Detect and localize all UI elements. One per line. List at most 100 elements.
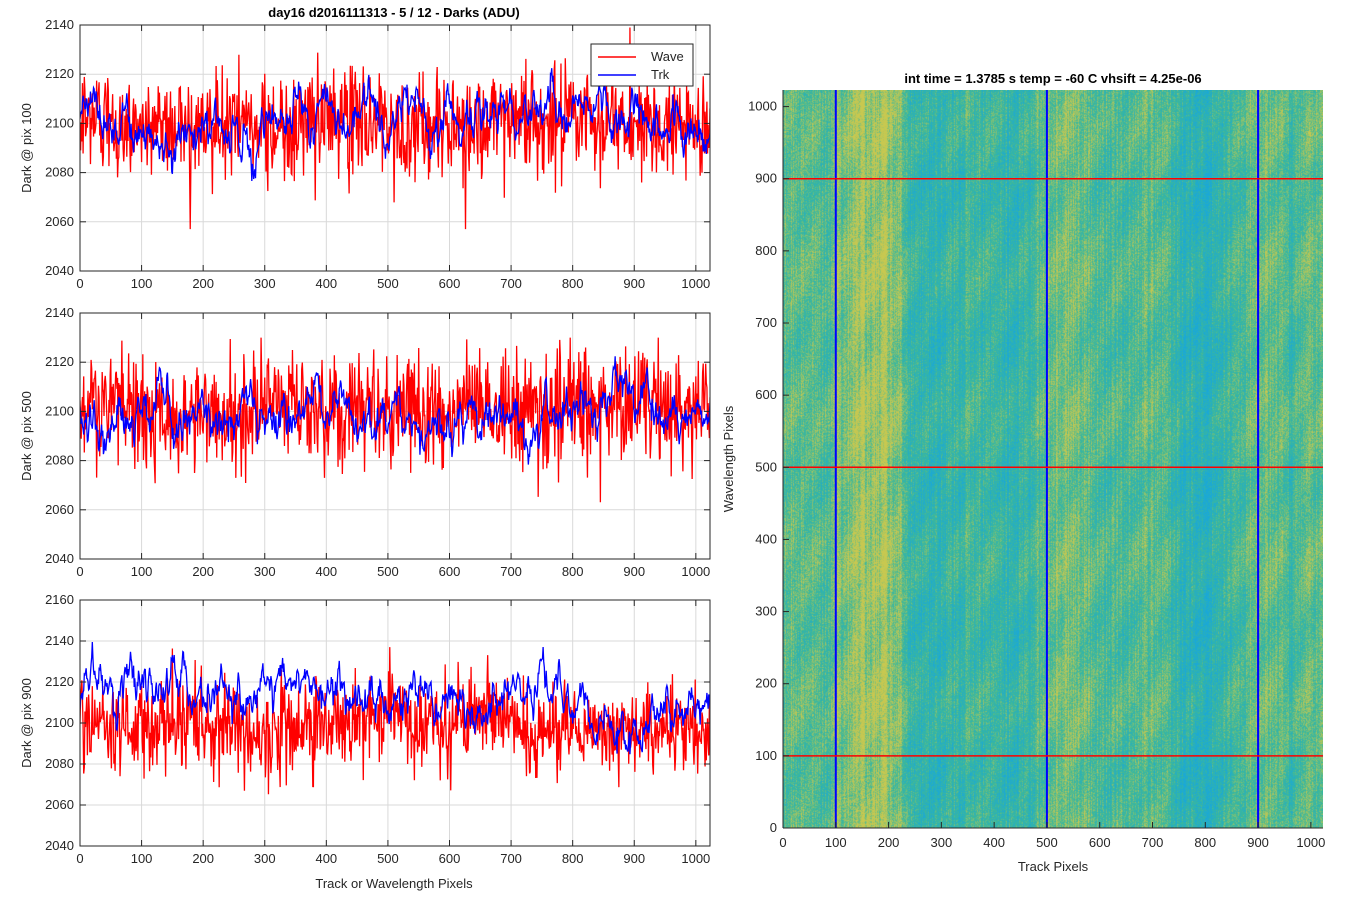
pix-900-xtick-label: 100 [131,851,153,866]
pix-900-ytick-label: 2040 [45,838,74,853]
heatmap-ytick-label: 300 [755,604,777,619]
heatmap-xtick-label: 300 [931,835,953,850]
pix-900-xtick-label: 1000 [681,851,710,866]
pix-100-xtick-label: 400 [315,276,337,291]
pix-900-ytick-label: 2140 [45,633,74,648]
pix-500-xtick-label: 200 [192,564,214,579]
pix-100-ytick-label: 2040 [45,263,74,278]
pix-500-axes-background [80,313,710,559]
pix-500-ytick-label: 2080 [45,453,74,468]
heatmap-xtick-label: 200 [878,835,900,850]
pix-500-xtick-label: 900 [623,564,645,579]
pix-500-ytick-label: 2040 [45,551,74,566]
heatmap-x-axis-label: Track Pixels [1018,859,1089,874]
pix-900-ytick-label: 2120 [45,674,74,689]
left-x-axis-label: Track or Wavelength Pixels [315,876,473,891]
pix-100-xtick-label: 700 [500,276,522,291]
pix-500-xtick-label: 500 [377,564,399,579]
pix-900-ytick-label: 2060 [45,797,74,812]
heatmap-ytick-label: 400 [755,531,777,546]
heatmap-y-axis-label: Wavelength Pixels [721,405,736,512]
plot-pix-500: 0 100 200 300 400 500 600 700 800 900 1000 2040 2060… [19,305,711,579]
heatmap-title: int time = 1.3785 s temp = -60 C vhsift … [904,71,1201,86]
pix-500-y-axis-label: Dark @ pix 500 [19,391,34,481]
heatmap-ytick-label: 800 [755,243,777,258]
heatmap-xtick-label: 400 [983,835,1005,850]
pix-100-xtick-label: 1000 [681,276,710,291]
heatmap-xtick-label: 1000 [1296,835,1325,850]
pix-100-ytick-label: 2060 [45,214,74,229]
pix-900-xtick-label: 800 [562,851,584,866]
pix-900-xtick-label: 500 [377,851,399,866]
heatmap-image-frame [783,90,1323,828]
heatmap-ytick-label: 700 [755,315,777,330]
plot-pix-900: 0 100 200 300 400 500 600 700 800 900 1000 2040 2060… [19,592,711,866]
legend-trk-label: Trk [651,67,670,82]
pix-100-series-trk [80,68,710,181]
pix-500-ytick-label: 2140 [45,305,74,320]
pix-500-xtick-label: 800 [562,564,584,579]
pix-500-ytick-label: 2120 [45,354,74,369]
pix-900-xtick-label: 300 [254,851,276,866]
pix-900-xtick-label: 200 [192,851,214,866]
pix-900-xtick-label: 700 [500,851,522,866]
pix-500-ytick-label: 2060 [45,502,74,517]
pix-900-ytick-label: 2160 [45,592,74,607]
figure-title: day16 d2016111313 - 5 / 12 - Darks (ADU) [268,5,519,20]
pix-900-series-trk [80,641,710,755]
heatmap-xtick-label: 900 [1247,835,1269,850]
pix-100-xtick-label: 800 [562,276,584,291]
legend: Wave Trk [590,43,694,87]
pix-500-xtick-label: 300 [254,564,276,579]
pix-100-ytick-label: 2140 [45,17,74,32]
pix-100-series-wave [80,27,710,230]
pix-500-xtick-label: 0 [76,564,83,579]
pix-100-xtick-label: 500 [377,276,399,291]
pix-500-series-trk [80,356,710,465]
pix-500-xtick-label: 700 [500,564,522,579]
pix-900-xtick-label: 900 [623,851,645,866]
pix-900-ytick-label: 2100 [45,715,74,730]
pix-500-xtick-label: 1000 [681,564,710,579]
heatmap-ytick-label: 500 [755,459,777,474]
pix-500-xtick-label: 100 [131,564,153,579]
pix-100-ytick-label: 2100 [45,115,74,130]
legend-wave-label: Wave [651,49,684,64]
pix-500-xtick-label: 400 [315,564,337,579]
pix-900-ytick-label: 2080 [45,756,74,771]
heatmap-xtick-label: 100 [825,835,847,850]
pix-900-series-wave [80,647,710,795]
pix-100-xtick-label: 600 [439,276,461,291]
pix-500-xtick-label: 600 [439,564,461,579]
heatmap-xtick-label: 500 [1036,835,1058,850]
pix-100-y-axis-label: Dark @ pix 100 [19,103,34,193]
pix-100-xtick-label: 100 [131,276,153,291]
heatmap-plot: 0 100 200 300 400 500 600 700 800 900 1000 0 100 200 3… [748,90,1325,850]
heatmap-ytick-label: 600 [755,387,777,402]
pix-900-y-axis-label: Dark @ pix 900 [19,678,34,768]
pix-900-xtick-label: 600 [439,851,461,866]
pix-100-ytick-label: 2080 [45,165,74,180]
heatmap-xtick-label: 800 [1194,835,1216,850]
heatmap-ytick-label: 200 [755,676,777,691]
pix-100-xtick-label: 300 [254,276,276,291]
pix-900-xtick-label: 0 [76,851,83,866]
pix-500-axes-frame [79,312,711,560]
legend-box [590,43,694,87]
heatmap-image [783,90,1323,828]
heatmap-xtick-label: 0 [779,835,786,850]
heatmap-ytick-label: 1000 [748,99,777,114]
heatmap-xtick-label: 600 [1089,835,1111,850]
heatmap-ytick-label: 100 [755,748,777,763]
pix-500-ytick-label: 2100 [45,403,74,418]
pix-900-xtick-label: 400 [315,851,337,866]
pix-100-ytick-label: 2120 [45,66,74,81]
pix-100-xtick-label: 200 [192,276,214,291]
pix-100-axes-frame [79,24,711,272]
heatmap-ytick-label: 0 [770,820,777,835]
pix-100-xtick-label: 900 [623,276,645,291]
heatmap-ytick-label: 900 [755,171,777,186]
pix-100-xtick-label: 0 [76,276,83,291]
heatmap-xtick-label: 700 [1142,835,1164,850]
